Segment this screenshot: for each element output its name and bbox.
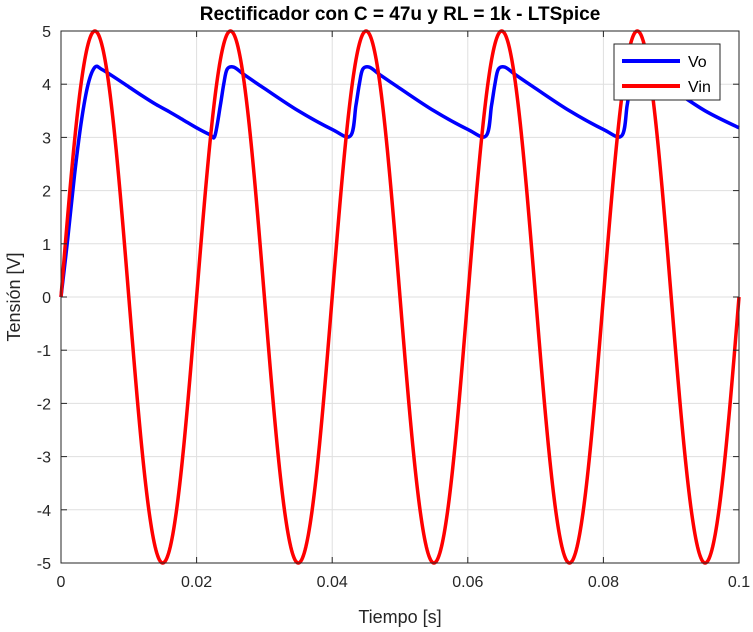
y-tick-label: -5 [37,556,51,573]
legend-label-vin: Vin [688,79,711,96]
legend: Vo Vin [613,43,721,101]
y-tick-label: -3 [37,450,51,467]
y-axis-label: Tensión [V] [4,252,24,341]
x-tick-label: 0.08 [588,574,619,591]
y-tick-label: 1 [42,237,51,254]
y-tick-label: 4 [42,77,51,94]
x-axis-label: Tiempo [s] [358,607,441,627]
y-tick-label: -1 [37,343,51,360]
x-tick-label: 0 [57,574,66,591]
x-tick-label: 0.06 [452,574,483,591]
grid [60,30,740,564]
y-tick-label: 2 [42,184,51,201]
y-tick-label: 5 [42,24,51,41]
y-tick-label: 3 [42,130,51,147]
x-tick-label: 0.1 [728,574,750,591]
chart-title: Rectificador con C = 47u y RL = 1k - LTS… [200,4,601,25]
legend-box [613,43,721,101]
y-tick-label: -2 [37,396,51,413]
ticks: 0 0.02 0.04 0.06 0.08 0.1 -5 -4 -3 -2 -1 0 1 2 3 4 5 [37,24,750,591]
y-tick-label: -4 [37,503,51,520]
legend-label-vo: Vo [688,54,707,71]
x-tick-label: 0.02 [181,574,212,591]
y-tick-label: 0 [42,290,51,307]
x-tick-label: 0.04 [317,574,348,591]
